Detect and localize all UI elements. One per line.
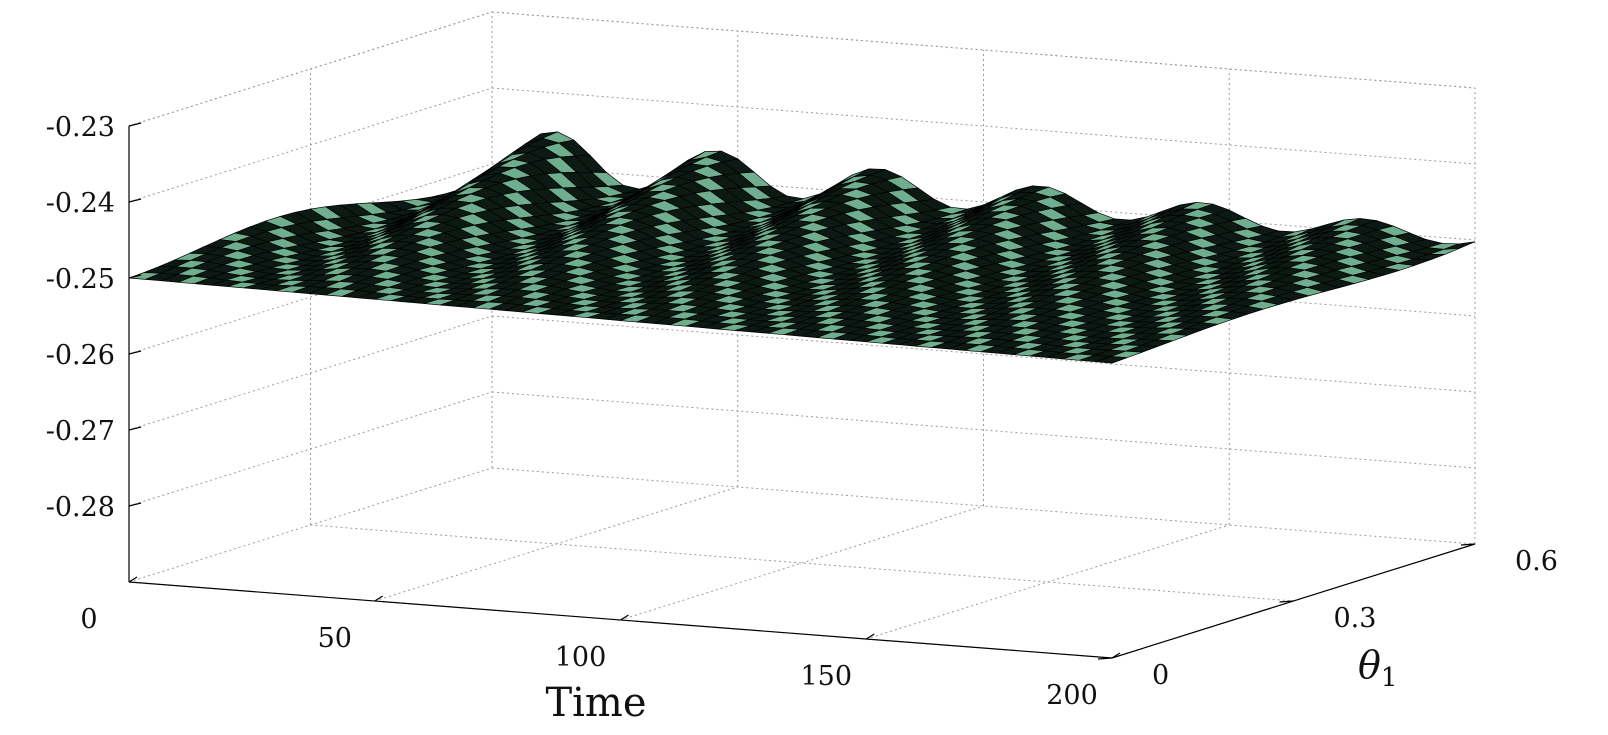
z-tick-label: -0.26 [46, 340, 115, 371]
time-tick-label: 50 [318, 623, 352, 654]
theta-tick-label: 0.6 [1515, 546, 1558, 577]
gridline-floor-time-3 [866, 524, 1230, 640]
x-axis-title: Time [545, 680, 646, 726]
z-tick [128, 426, 142, 431]
z-tick [128, 274, 142, 279]
gridline-back-z-4 [491, 315, 1476, 393]
time-tick-label: 150 [800, 661, 852, 692]
surface [128, 131, 1476, 364]
z-tick-label: -0.25 [46, 264, 115, 295]
y-axis-title: θ1 [1358, 643, 1397, 693]
z-tick [128, 502, 142, 507]
y-axis-title-subscript: 1 [1381, 663, 1398, 693]
gridline-side-z-5 [128, 391, 493, 507]
time-tick-label: 200 [1046, 680, 1098, 711]
z-tick [128, 350, 142, 355]
gridline-floor-theta-1 [310, 524, 1294, 602]
theta-tick-label: 0.3 [1334, 603, 1377, 634]
gridline-side-z-1 [128, 87, 493, 203]
time-tick-label: 0 [80, 604, 97, 635]
gridline-back-z-3 [491, 239, 1476, 317]
gridline-top-side-edge [128, 11, 493, 127]
axes [128, 122, 1476, 660]
gridline-back-z-5 [491, 391, 1476, 469]
z-tick [128, 122, 142, 127]
gridline-floor-theta-2 [491, 467, 1476, 545]
time-tick [865, 633, 875, 640]
time-tick [620, 614, 629, 621]
theta-tick [1097, 657, 1113, 660]
gridline-side-z-3 [128, 239, 493, 355]
theta-tick [1460, 543, 1476, 546]
theta-tick [1279, 600, 1294, 603]
time-tick [128, 576, 138, 583]
gridline-top-back-edge [491, 11, 1476, 89]
gridline-side-z-4 [128, 315, 493, 431]
z-tick [128, 198, 142, 203]
theta-tick-label: 0 [1152, 660, 1169, 691]
time-tick [374, 595, 384, 602]
z-tick-label: -0.24 [46, 188, 115, 219]
time-tick-label: 100 [555, 642, 607, 673]
z-tick-label: -0.27 [46, 416, 115, 447]
gridline-floor-time-2 [620, 505, 984, 621]
surface-cell [1095, 356, 1128, 364]
gridline-back-z-2 [491, 163, 1476, 241]
z-tick-label: -0.28 [46, 492, 115, 523]
gridline-back-z-1 [491, 87, 1476, 165]
y-axis-title-symbol: θ [1358, 643, 1381, 687]
time-tick [1111, 652, 1121, 659]
tick-labels: 0 50 100 150 200 0 0.3 0.6 -0.23 -0.24 -0.25 -0.26 -… [46, 112, 1558, 711]
z-tick-label: -0.23 [46, 112, 115, 143]
